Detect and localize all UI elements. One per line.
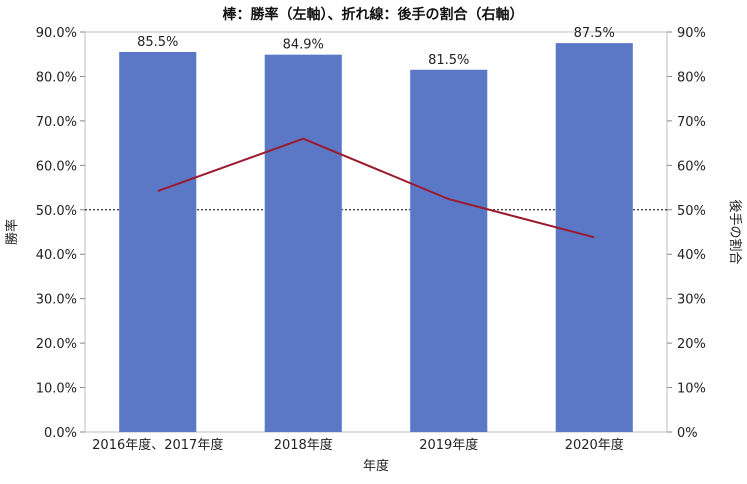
left-tick-label: 50.0% (36, 204, 77, 219)
x-axis-title: 年度 (363, 458, 389, 474)
plot-frame (84, 31, 668, 433)
left-tick-label: 70.0% (36, 115, 77, 130)
left-tick-label: 20.0% (36, 337, 77, 352)
left-tick-label: 80.0% (36, 70, 77, 85)
bar (555, 43, 633, 432)
left-tick-label: 40.0% (36, 248, 77, 263)
left-tick-label: 60.0% (36, 159, 77, 174)
y2-axis-title: 後手の割合 (727, 199, 743, 264)
y-axis-title: 勝率 (4, 219, 20, 245)
bar-data-label: 81.5% (428, 53, 469, 68)
x-tick-label: 2020年度 (565, 437, 624, 453)
right-tick-label: 30% (677, 293, 706, 308)
bar (264, 54, 342, 433)
right-tick-label: 90% (677, 26, 706, 41)
right-tick-label: 80% (677, 70, 706, 85)
line-series (157, 137, 595, 239)
right-tick-label: 20% (677, 337, 706, 352)
x-axis: 2016年度、2017年度 2018年度 2019年度 2020年度 (92, 437, 624, 453)
x-tick-label: 2018年度 (274, 437, 333, 453)
bar-data-label: 87.5% (574, 26, 615, 41)
right-tick-label: 70% (677, 115, 706, 130)
right-tick-label: 60% (677, 159, 706, 174)
right-axis: 0% 10% 20% 30% 40% 50% 60% 70% 80% 90% (667, 26, 706, 441)
bar-series (119, 43, 633, 433)
left-tick-label: 90.0% (36, 26, 77, 41)
bar-data-labels: 85.5% 84.9% 81.5% 87.5% (137, 26, 615, 68)
bar (119, 52, 197, 432)
right-tick-label: 0% (677, 426, 698, 441)
right-tick-label: 10% (677, 382, 706, 397)
left-axis: 0.0% 10.0% 20.0% 30.0% 40.0% 50.0% 60.0% 70.0% 8… (36, 26, 85, 441)
bar-data-label: 84.9% (283, 38, 324, 53)
left-tick-label: 30.0% (36, 293, 77, 308)
right-tick-label: 50% (677, 204, 706, 219)
right-tick-label: 40% (677, 248, 706, 263)
x-tick-label: 2016年度、2017年度 (92, 437, 223, 453)
x-tick-label: 2019年度 (419, 437, 478, 453)
bar (410, 69, 488, 433)
left-tick-label: 10.0% (36, 382, 77, 397)
left-tick-label: 0.0% (44, 426, 77, 441)
bar-data-label: 85.5% (137, 35, 178, 50)
chart-title: 棒：勝率（左軸）、折れ線：後手の割合（右軸） (223, 6, 524, 23)
